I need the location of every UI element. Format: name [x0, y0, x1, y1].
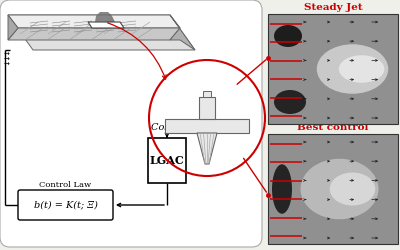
Text: LGAC: LGAC [150, 155, 184, 166]
Ellipse shape [274, 90, 306, 114]
Bar [268, 134, 398, 244]
Ellipse shape [300, 159, 378, 219]
Text: b(t) = K(t; Ξ): b(t) = K(t; Ξ) [34, 200, 98, 209]
Text: Control Law: Control Law [40, 181, 92, 189]
FancyBboxPatch shape [18, 190, 113, 220]
Text: →: → [4, 52, 10, 58]
Bar [268, 14, 398, 124]
Polygon shape [197, 133, 217, 164]
Bar [165, 119, 249, 133]
Text: →: → [4, 62, 10, 68]
Text: Best control: Best control [297, 122, 369, 132]
Ellipse shape [330, 172, 375, 206]
Polygon shape [8, 15, 180, 28]
Ellipse shape [96, 12, 110, 22]
Ellipse shape [317, 44, 388, 94]
Bar [199, 97, 215, 119]
Text: Cost  J: Cost J [151, 124, 183, 132]
Bar [148, 138, 186, 183]
Ellipse shape [272, 164, 292, 214]
Ellipse shape [339, 55, 384, 83]
Text: →: → [4, 57, 10, 63]
Ellipse shape [274, 25, 302, 47]
Polygon shape [95, 12, 115, 22]
Polygon shape [8, 15, 18, 40]
Polygon shape [8, 15, 195, 50]
Polygon shape [88, 22, 124, 28]
Bar [203, 91, 211, 97]
FancyBboxPatch shape [0, 0, 262, 247]
Polygon shape [8, 28, 180, 40]
Polygon shape [170, 15, 195, 50]
Text: Steady Jet: Steady Jet [304, 4, 362, 13]
